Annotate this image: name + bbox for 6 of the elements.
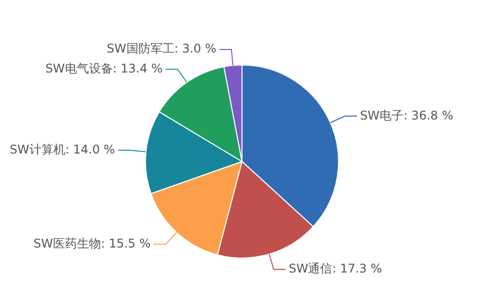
slice-label: SW通信: 17.3 % [288,262,382,276]
slice-label: SW医药生物: 15.5 % [33,236,151,250]
slice-label: SW电子: 36.8 % [360,108,454,122]
slice-label: SW电气设备: 13.4 % [45,61,163,76]
slice-label: SW国防军工: 3.0 % [106,42,216,56]
slice-label: SW计算机: 14.0 % [10,142,116,156]
